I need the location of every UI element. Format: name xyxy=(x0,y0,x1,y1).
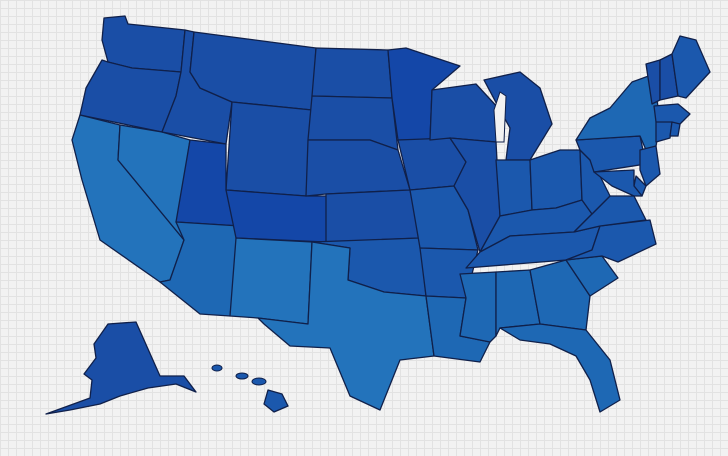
state-ne[interactable] xyxy=(305,139,411,197)
state-mo[interactable] xyxy=(409,185,479,251)
state-ma[interactable] xyxy=(653,103,691,125)
lake-michigan xyxy=(493,91,507,143)
state-nm[interactable] xyxy=(229,237,313,325)
state-md[interactable] xyxy=(593,169,643,197)
state-il[interactable] xyxy=(449,137,501,253)
state-fl[interactable] xyxy=(499,323,621,413)
state-wy[interactable] xyxy=(225,101,313,197)
state-wi[interactable] xyxy=(429,83,501,143)
state-tx[interactable] xyxy=(257,241,435,411)
state-me[interactable] xyxy=(671,35,711,99)
hawaii-island[interactable] xyxy=(211,364,223,372)
state-nj[interactable] xyxy=(639,145,661,187)
state-ak[interactable] xyxy=(45,321,197,415)
state-ms[interactable] xyxy=(459,271,497,343)
state-nd[interactable] xyxy=(311,47,393,99)
state-ct[interactable] xyxy=(655,121,673,143)
state-ri[interactable] xyxy=(669,121,681,137)
hawaii-island[interactable] xyxy=(235,372,249,380)
state-co[interactable] xyxy=(225,189,331,243)
hawaii-island[interactable] xyxy=(251,377,267,386)
state-hi[interactable] xyxy=(263,389,289,413)
state-ga[interactable] xyxy=(529,259,591,331)
state-in[interactable] xyxy=(495,159,533,217)
state-oh[interactable] xyxy=(529,149,583,211)
state-ks[interactable] xyxy=(325,189,421,243)
